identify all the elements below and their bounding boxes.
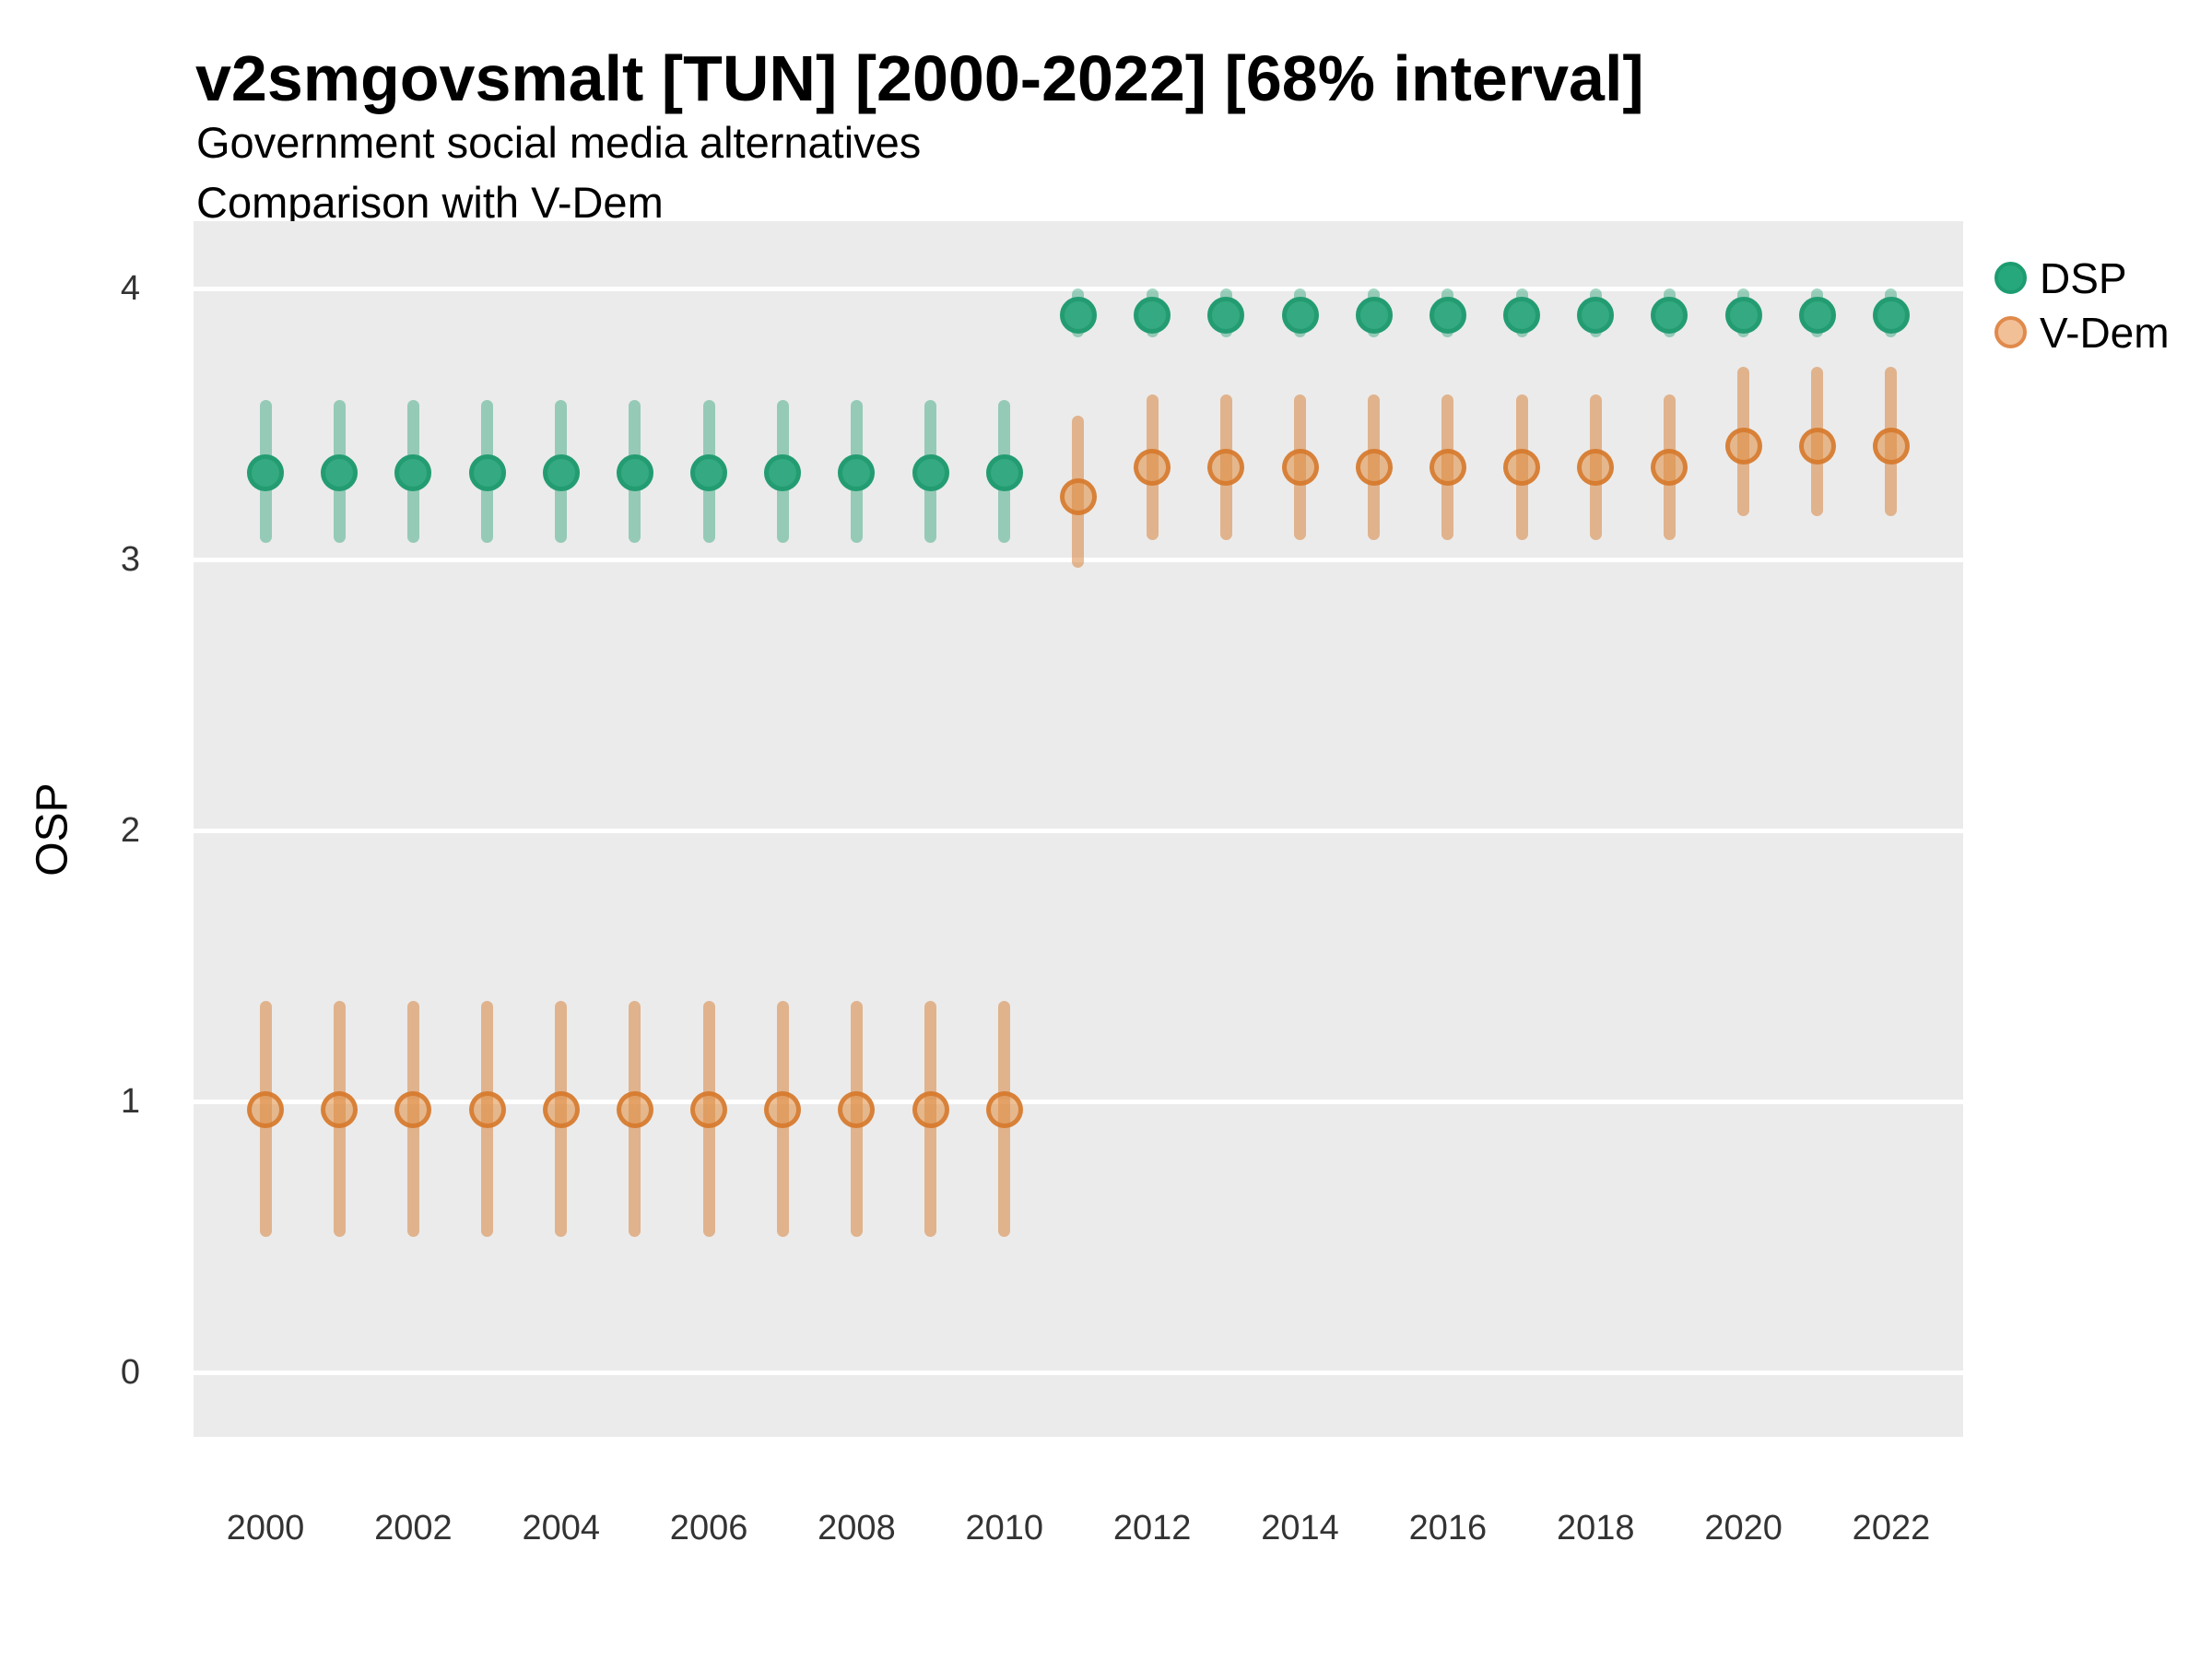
vdem-point-2008 [838,1090,876,1128]
vdem-legend-dot-icon [1994,316,2027,348]
dsp-point-2020 [1724,297,1762,335]
dsp-point-2005 [616,453,653,491]
dsp-point-2013 [1207,297,1245,335]
x-tick-label-2010: 2010 [965,1509,1044,1547]
vdem-point-2017 [1503,449,1541,487]
dsp-point-2015 [1355,297,1393,335]
dsp-point-2009 [912,453,949,491]
dsp-point-2008 [838,453,876,491]
x-tick-label-2006: 2006 [669,1509,748,1547]
vdem-point-2016 [1429,449,1466,487]
vdem-point-2019 [1651,449,1688,487]
chart-title: v2smgovsmalt [TUN] [2000-2022] [68% inte… [195,42,1644,114]
dsp-legend-dot-icon [1994,262,2027,294]
x-tick-label-2008: 2008 [818,1509,896,1547]
gridline-y-4 [194,286,1963,291]
vdem-point-2018 [1577,449,1615,487]
dsp-point-2011 [1059,297,1097,335]
dsp-point-2010 [985,453,1023,491]
x-tick-label-2002: 2002 [374,1509,453,1547]
dsp-point-2004 [542,453,580,491]
dsp-point-2021 [1798,297,1836,335]
chart-subtitle: Government social media alternatives [196,118,922,167]
vdem-point-2004 [542,1090,580,1128]
vdem-point-2006 [690,1090,728,1128]
vdem-point-2005 [616,1090,653,1128]
y-tick-label-0: 0 [120,1353,140,1392]
legend: DSP V-Dem [1991,251,2170,359]
y-tick-label-1: 1 [120,1082,140,1121]
y-tick-label-3: 3 [120,540,140,579]
x-tick-label-2012: 2012 [1112,1509,1192,1547]
x-tick-label-2000: 2000 [226,1509,305,1547]
dsp-point-2002 [394,453,432,491]
x-tick-label-2022: 2022 [1852,1509,1931,1547]
vdem-point-2020 [1724,427,1762,465]
dsp-point-2022 [1872,297,1910,335]
legend-label-dsp: DSP [2040,253,2127,302]
vdem-point-2003 [468,1090,506,1128]
gridline-y-2 [194,828,1963,833]
vdem-point-2021 [1798,427,1836,465]
vdem-point-2001 [321,1090,359,1128]
vdem-point-2014 [1281,449,1319,487]
dsp-point-2016 [1429,297,1466,335]
dsp-point-2018 [1577,297,1615,335]
vdem-point-2022 [1872,427,1910,465]
dsp-point-2001 [321,453,359,491]
dsp-point-2012 [1134,297,1171,335]
x-tick-label-2018: 2018 [1556,1509,1635,1547]
y-tick-label-4: 4 [120,269,140,308]
gridline-y-0 [194,1370,1963,1375]
vdem-point-2015 [1355,449,1393,487]
vdem-point-2012 [1134,449,1171,487]
vdem-point-2010 [985,1090,1023,1128]
vdem-point-2000 [247,1090,284,1128]
vdem-point-2007 [764,1090,802,1128]
legend-item-dsp: DSP [1991,251,2170,305]
dsp-point-2003 [468,453,506,491]
y-tick-label-2: 2 [120,811,140,850]
chart-subtitle-comparison: Comparison with V-Dem [196,178,664,227]
legend-label-vdem: V-Dem [2040,308,2170,357]
vdem-point-2011 [1059,478,1097,516]
vdem-point-2002 [394,1090,432,1128]
vdem-point-2013 [1207,449,1245,487]
dsp-point-2000 [247,453,284,491]
dsp-point-2006 [690,453,728,491]
vdem-point-2009 [912,1090,949,1128]
dsp-point-2019 [1651,297,1688,335]
dsp-point-2014 [1281,297,1319,335]
legend-item-vdem: V-Dem [1991,305,2170,359]
x-tick-label-2016: 2016 [1408,1509,1488,1547]
dsp-point-2007 [764,453,802,491]
x-tick-label-2004: 2004 [522,1509,600,1547]
x-tick-label-2014: 2014 [1261,1509,1339,1547]
plot-panel [194,221,1963,1437]
gridline-y-1 [194,1099,1963,1104]
x-tick-label-2020: 2020 [1704,1509,1783,1547]
dsp-point-2017 [1503,297,1541,335]
